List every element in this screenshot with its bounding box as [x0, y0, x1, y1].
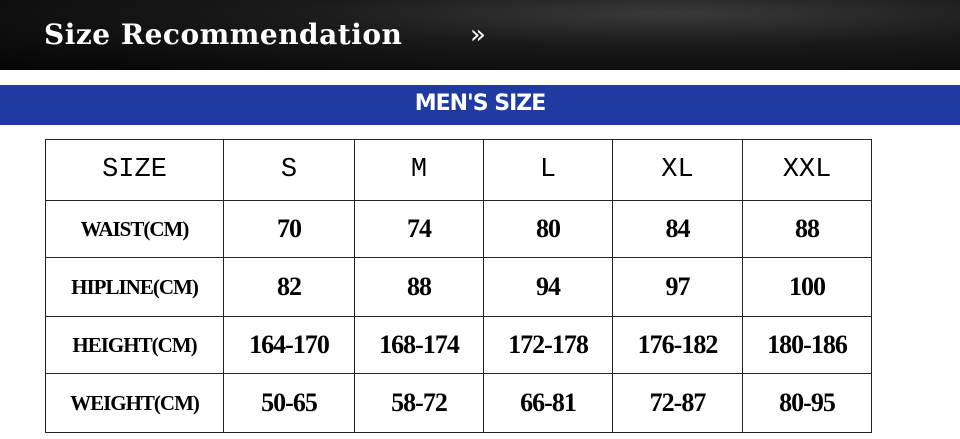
row-label: WEIGHT(CM) — [45, 373, 224, 433]
cell: 58-72 — [354, 373, 484, 433]
header-row: SIZE S M L XL XXL — [45, 139, 872, 201]
cell: 88 — [354, 257, 484, 317]
cell: 84 — [612, 200, 743, 258]
cell: 94 — [483, 257, 613, 317]
table-row: HIPLINE(CM) 82 88 94 97 100 — [45, 257, 872, 317]
column-header: M — [354, 139, 484, 201]
row-label: WAIST(CM) — [45, 200, 224, 258]
cell: 168-174 — [354, 316, 484, 374]
cell: 70 — [223, 200, 355, 258]
table-row: WAIST(CM) 70 74 80 84 88 — [45, 200, 872, 258]
section-bar: MEN'S SIZE — [0, 85, 960, 125]
banner-arrow: » — [470, 20, 486, 50]
column-header: XXL — [742, 139, 872, 201]
cell: 72-87 — [612, 373, 743, 433]
row-label: HIPLINE(CM) — [45, 257, 224, 317]
cell: 176-182 — [612, 316, 743, 374]
row-label: HEIGHT(CM) — [45, 316, 224, 374]
cell: 97 — [612, 257, 743, 317]
table-row: HEIGHT(CM) 164-170 168-174 172-178 176-182 18… — [45, 316, 872, 374]
cell: 74 — [354, 200, 484, 258]
column-header: L — [483, 139, 613, 201]
cell: 88 — [742, 200, 872, 258]
cell: 50-65 — [223, 373, 355, 433]
cell: 100 — [742, 257, 872, 317]
cell: 164-170 — [223, 316, 355, 374]
cell: 82 — [223, 257, 355, 317]
section-title: MEN'S SIZE — [414, 91, 547, 116]
cell: 66-81 — [483, 373, 613, 433]
column-header: S — [223, 139, 355, 201]
column-header: XL — [612, 139, 743, 201]
cell: 180-186 — [742, 316, 872, 374]
banner: Size Recommendation » — [0, 0, 960, 70]
cell: 80-95 — [742, 373, 872, 433]
cell: 80 — [483, 200, 613, 258]
table-row: WEIGHT(CM) 50-65 58-72 66-81 72-87 80-95 — [45, 373, 872, 433]
size-table: SIZE S M L XL XXL WAIST(CM) 70 74 80 84 88 HIPLINE(C… — [45, 139, 872, 433]
banner-title: Size Recommendation — [44, 18, 403, 51]
cell: 172-178 — [483, 316, 613, 374]
column-header: SIZE — [45, 139, 224, 201]
